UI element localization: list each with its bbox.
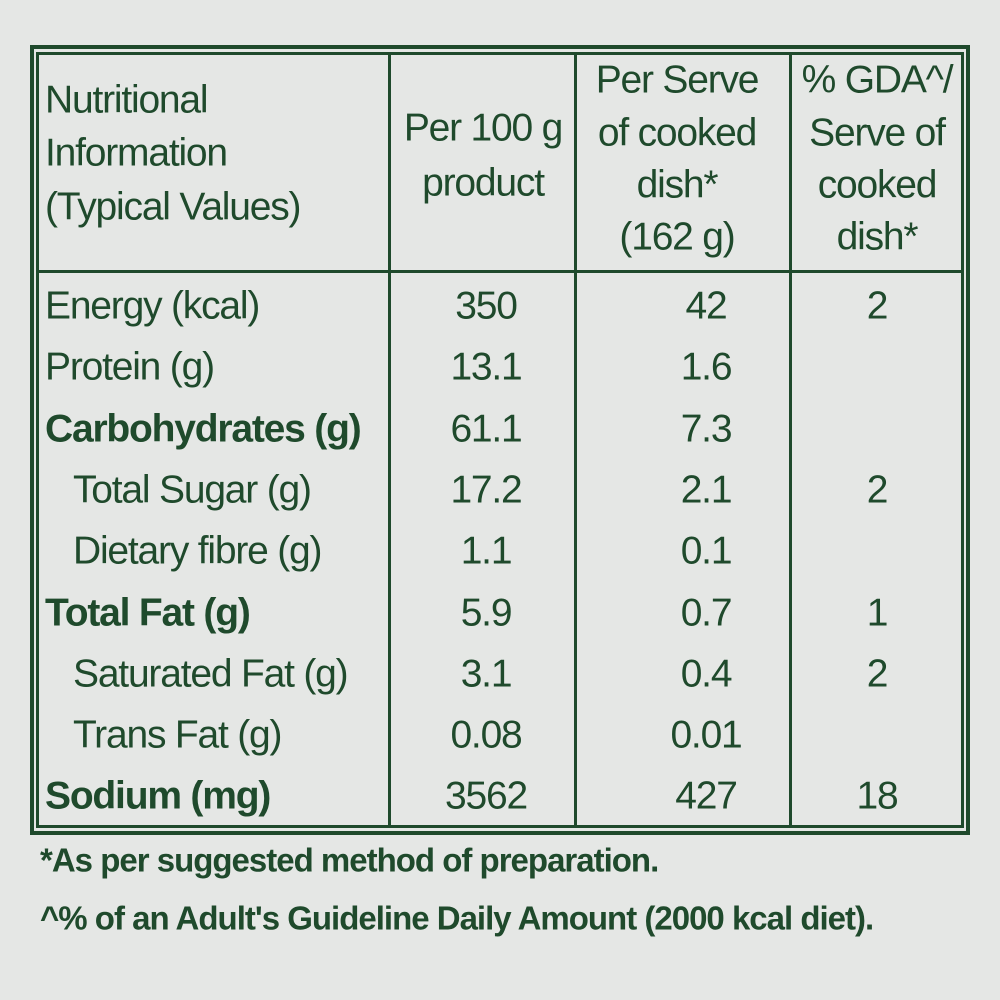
cell-value: 2.1 <box>680 468 733 512</box>
cell-value: 0.4 <box>680 652 733 696</box>
header-text: Per 100 g <box>403 106 564 150</box>
header-text: (Typical Values) <box>45 185 302 229</box>
header-text: dish* <box>636 163 719 207</box>
row-label: Total Fat (g) <box>45 591 251 634</box>
row-label: Sodium (mg) <box>45 774 271 818</box>
row-label: Total Sugar (g) <box>73 468 312 512</box>
cell-value: 2 <box>866 284 889 328</box>
footnote: ^% of an Adult's Guideline Daily Amount … <box>40 899 874 937</box>
row-label: Protein (g) <box>45 345 215 389</box>
header-divider <box>36 270 964 273</box>
cell-value: 427 <box>675 774 738 818</box>
column-divider <box>789 52 792 828</box>
row-label: Energy (kcal) <box>45 284 260 328</box>
cell-value: 2 <box>866 652 889 696</box>
column-divider <box>574 52 577 828</box>
cell-value: 17.2 <box>450 468 522 512</box>
cell-value: 13.1 <box>450 345 522 389</box>
cell-value: 1 <box>866 591 889 634</box>
cell-value: 1.1 <box>460 529 513 573</box>
row-label: Trans Fat (g) <box>73 713 283 757</box>
header-text: product <box>422 161 545 205</box>
cell-value: 1.6 <box>680 345 733 389</box>
header-text: % GDA^/ <box>801 58 954 102</box>
header-text: Nutritional <box>45 78 209 122</box>
row-label: Dietary fibre (g) <box>73 529 323 573</box>
cell-value: 7.3 <box>680 407 733 451</box>
cell-value: 5.9 <box>460 591 513 634</box>
cell-value: 3.1 <box>460 652 513 696</box>
cell-value: 42 <box>685 284 728 328</box>
header-text: Per Serve <box>595 58 760 102</box>
header-text: Serve of <box>809 111 946 155</box>
cell-value: 0.1 <box>680 529 733 573</box>
row-label: Carbohydrates (g) <box>45 407 362 451</box>
cell-value: 350 <box>455 284 518 328</box>
cell-value: 2 <box>866 468 889 512</box>
cell-value: 18 <box>856 774 899 818</box>
cell-value: 3562 <box>445 774 528 818</box>
cell-value: 0.7 <box>680 591 733 634</box>
row-label: Saturated Fat (g) <box>73 652 349 696</box>
header-text: cooked <box>817 163 938 207</box>
header-text: dish* <box>836 215 919 259</box>
header-text: of cooked <box>597 111 758 155</box>
cell-value: 0.01 <box>670 713 742 757</box>
cell-value: 0.08 <box>450 713 522 757</box>
inner-border <box>36 52 964 828</box>
outer-border <box>30 45 970 835</box>
header-text: Information <box>45 131 228 175</box>
cell-value: 61.1 <box>450 407 522 451</box>
header-text: (162 g) <box>619 215 735 259</box>
footnote: *As per suggested method of preparation. <box>40 841 659 879</box>
column-divider <box>388 52 391 828</box>
